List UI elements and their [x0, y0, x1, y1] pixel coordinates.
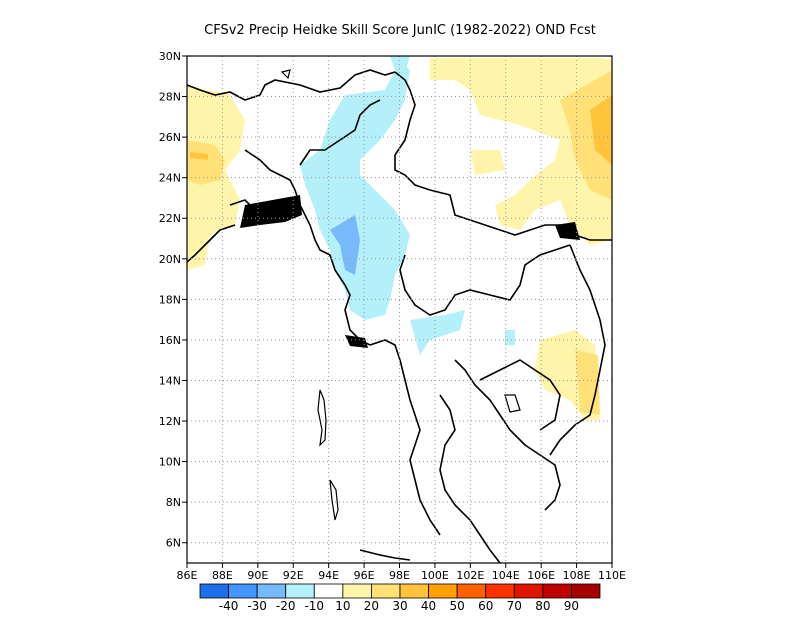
y-tick-label: 26N — [159, 131, 181, 144]
y-tick-label: 16N — [159, 334, 181, 347]
map-title: CFSv2 Precip Heidke Skill Score JunIC (1… — [204, 23, 596, 38]
colorbar-label: 20 — [364, 599, 379, 613]
positive-skill-region-west-strong — [187, 140, 225, 185]
colorbar-swatch — [228, 583, 258, 599]
y-tick-label: 12N — [159, 415, 181, 428]
x-tick-label: 110E — [598, 569, 626, 582]
colorbar-label: 10 — [335, 599, 350, 613]
y-tick-label: 10N — [159, 456, 181, 469]
y-tick-label: 20N — [159, 253, 181, 266]
map-panel: 86E 88E 90E 92E 94E 96E 98E 100E 102E 104E 106E 108… — [159, 50, 626, 582]
y-tick-label: 22N — [159, 212, 181, 225]
x-tick-label: 104E — [492, 569, 520, 582]
coastline-detail — [240, 195, 580, 348]
colorbar-label: 70 — [507, 599, 522, 613]
y-tick-label: 18N — [159, 293, 181, 306]
colorbar-label: 90 — [564, 599, 579, 613]
colorbar-swatch — [542, 583, 572, 599]
colorbar-swatch — [513, 583, 544, 599]
colorbar-label: -30 — [247, 599, 267, 613]
skill-shading — [187, 56, 612, 420]
x-tick-label: 92E — [283, 569, 304, 582]
x-tick-label: 90E — [247, 569, 268, 582]
colorbar-label: 50 — [450, 599, 465, 613]
colorbar-swatch — [256, 583, 287, 599]
colorbar-label: 30 — [392, 599, 407, 613]
longitude-ticks: 86E 88E 90E 92E 94E 96E 98E 100E 102E 104E 106E 108… — [177, 563, 626, 582]
x-tick-label: 108E — [563, 569, 591, 582]
colorbar-label: -10 — [304, 599, 324, 613]
x-tick-label: 98E — [389, 569, 410, 582]
colorbar-label: 80 — [535, 599, 550, 613]
coastlines-and-borders — [186, 69, 612, 564]
y-tick-label: 14N — [159, 374, 181, 387]
y-tick-label: 30N — [159, 50, 181, 63]
gridlines — [187, 56, 612, 563]
x-tick-label: 96E — [354, 569, 375, 582]
colorbar-swatch — [313, 583, 344, 599]
colorbar-label: -20 — [276, 599, 296, 613]
y-tick-label: 24N — [159, 172, 181, 185]
colorbar-label: 60 — [478, 599, 493, 613]
colorbar-swatch — [199, 583, 229, 599]
colorbar-label: 40 — [421, 599, 436, 613]
colorbar-swatch — [485, 583, 515, 599]
x-tick-label: 102E — [456, 569, 484, 582]
colorbar-swatch — [456, 583, 487, 599]
colorbar-swatch — [342, 583, 372, 599]
island-outlines — [280, 69, 521, 521]
colorbar: -40 -30 -20 -10 10 20 30 40 50 60 70 80 90 — [199, 583, 601, 613]
y-tick-label: 8N — [166, 496, 181, 509]
colorbar-label: -40 — [219, 599, 239, 613]
x-tick-label: 86E — [177, 569, 198, 582]
x-tick-label: 88E — [212, 569, 233, 582]
colorbar-swatch — [428, 583, 458, 599]
colorbar-swatch — [571, 583, 601, 599]
colorbar-swatch — [371, 583, 401, 599]
x-tick-label: 94E — [318, 569, 339, 582]
colorbar-swatch — [399, 583, 429, 599]
x-tick-label: 100E — [421, 569, 449, 582]
colorbar-swatch — [285, 583, 315, 599]
y-tick-label: 28N — [159, 91, 181, 104]
negative-skill-region-myanmar — [300, 60, 410, 320]
negative-skill-region-strong — [330, 215, 360, 275]
latitude-ticks: 6N 8N 10N 12N 14N 16N 18N 20N 22N 24N 26N 28N 30N — [159, 50, 187, 550]
x-tick-label: 106E — [527, 569, 555, 582]
y-tick-label: 6N — [166, 537, 181, 550]
